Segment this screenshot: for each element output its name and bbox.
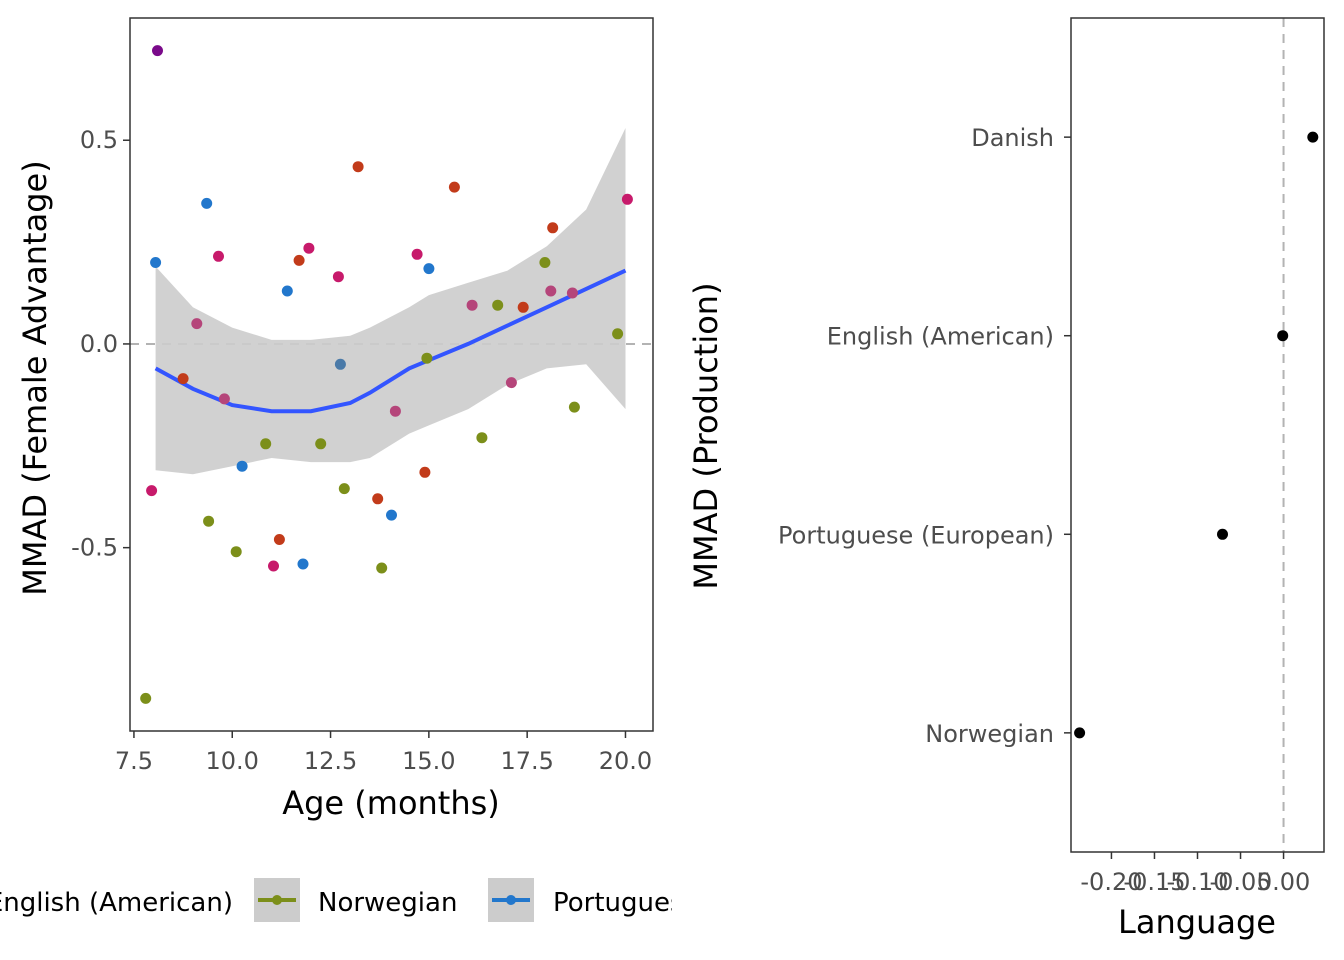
- language-x-tick-label: 0.00: [1257, 868, 1310, 896]
- data-point-other: [448, 181, 460, 193]
- data-point-norwegian: [230, 546, 242, 558]
- data-point-portuguese: [201, 197, 213, 209]
- data-point-norwegian: [376, 562, 388, 574]
- data-point-english_b: [191, 318, 203, 330]
- category-tick-label: Portuguese (European): [778, 521, 1054, 549]
- language-panel: -0.20-0.15-0.10-0.050.00 Danish English (…: [687, 17, 1325, 941]
- data-point-other: [177, 373, 189, 385]
- language-x-ticks: -0.20-0.15-0.10-0.050.00: [1080, 852, 1310, 896]
- x-tick-label: 17.5: [500, 747, 553, 775]
- category-tick-label: English (American): [827, 323, 1054, 351]
- data-point-english_b: [545, 285, 557, 297]
- data-point-other: [352, 161, 364, 173]
- y-tick-label: 0.0: [80, 330, 118, 358]
- language-x-tick-label: -0.10: [1166, 868, 1228, 896]
- legend-key-norwegian-point: [272, 895, 282, 905]
- legend-item-portuguese: Portuguese (European): [488, 878, 852, 922]
- legend-label-portuguese: Portuguese (European): [553, 888, 852, 918]
- data-point-norwegian: [539, 257, 551, 268]
- data-point-other: [517, 301, 529, 313]
- data-point-norwegian: [315, 438, 327, 450]
- data-point-norwegian: [421, 352, 433, 364]
- data-point-norwegian: [140, 692, 152, 704]
- age-x-axis-title: Age (months): [282, 784, 500, 822]
- data-point-norwegian: [203, 515, 215, 527]
- data-point-english: [268, 560, 279, 572]
- age-y-ticks: 0.5 0.0 -0.5: [71, 126, 130, 562]
- x-tick-label: 15.0: [402, 747, 455, 775]
- legend-label-norwegian: Norwegian: [318, 888, 457, 918]
- data-point-danish: [152, 45, 163, 57]
- language-x-tick-label: -0.20: [1080, 868, 1142, 896]
- data-point-english: [146, 485, 158, 497]
- language-point: [1074, 727, 1086, 739]
- data-point-norwegian: [476, 432, 488, 444]
- age-scatter-panel: 7.5 10.0 12.5 15.0 17.5 20.0 0.5 0.0 -0.5 Age (…: [16, 17, 654, 822]
- language-x-tick-label: -0.15: [1123, 868, 1185, 896]
- data-point-other: [419, 466, 431, 478]
- data-point-norwegian: [612, 328, 624, 340]
- language-point: [1277, 330, 1289, 342]
- data-point-portuguese: [150, 257, 162, 268]
- data-point-portuguese: [423, 263, 435, 275]
- data-point-portuguese: [297, 558, 309, 570]
- data-point-portuguese: [281, 285, 293, 297]
- y-tick-label: -0.5: [71, 534, 118, 562]
- data-point-english_b: [218, 393, 230, 405]
- language-point: [1217, 528, 1228, 540]
- legend: English (American) Norwegian Portuguese …: [0, 878, 852, 922]
- data-point-norwegian: [338, 483, 350, 495]
- legend-item-english: English (American): [0, 888, 233, 918]
- y-tick-label: 0.5: [80, 126, 118, 154]
- smooth-trend-line: [154, 268, 627, 414]
- language-x-tick-label: -0.05: [1209, 868, 1271, 896]
- data-point-other: [273, 534, 285, 545]
- x-tick-label: 12.5: [304, 747, 357, 775]
- language-y-ticks: Danish English (American) Portuguese (Euro…: [778, 124, 1071, 748]
- data-point-english_b: [505, 377, 517, 389]
- legend-item-norwegian: Norwegian: [254, 878, 457, 922]
- left-panel-border: [129, 17, 654, 732]
- age-x-ticks: 7.5 10.0 12.5 15.0 17.5 20.0: [115, 731, 652, 775]
- data-point-english_b: [389, 405, 401, 417]
- data-point-norwegian: [492, 299, 504, 311]
- right-plot-background: [1071, 18, 1324, 852]
- data-point-norwegian: [260, 438, 272, 450]
- data-point-english: [332, 271, 344, 283]
- category-tick-label: Norwegian: [925, 720, 1054, 748]
- legend-key-portuguese-point: [506, 895, 516, 905]
- x-tick-label: 20.0: [599, 747, 652, 775]
- data-point-portuguese: [236, 460, 248, 472]
- confidence-band: [155, 128, 626, 475]
- data-point-english: [303, 242, 315, 254]
- data-point-english: [411, 248, 423, 260]
- age-points: [140, 45, 633, 704]
- data-point-norwegian: [568, 401, 580, 413]
- data-point-other: [372, 493, 384, 505]
- language-point: [1307, 131, 1319, 143]
- language-y-axis-title: MMAD (Production): [687, 282, 725, 589]
- data-point-english: [213, 250, 224, 262]
- language-points: [1074, 131, 1319, 739]
- category-tick-label: Danish: [971, 124, 1054, 152]
- data-point-portuguese_b: [334, 358, 346, 370]
- x-tick-label: 7.5: [115, 747, 153, 775]
- data-point-other: [547, 222, 559, 234]
- language-x-axis-title: Language: [1118, 903, 1276, 941]
- data-point-english_b: [566, 287, 578, 299]
- data-point-english_b: [466, 299, 478, 311]
- legend-label-english: English (American): [0, 888, 233, 918]
- data-point-other: [293, 254, 305, 266]
- age-y-axis-title: MMAD (Female Advantage): [16, 160, 54, 595]
- data-point-portuguese: [386, 509, 397, 521]
- data-point-english: [621, 193, 633, 205]
- x-tick-label: 10.0: [206, 747, 259, 775]
